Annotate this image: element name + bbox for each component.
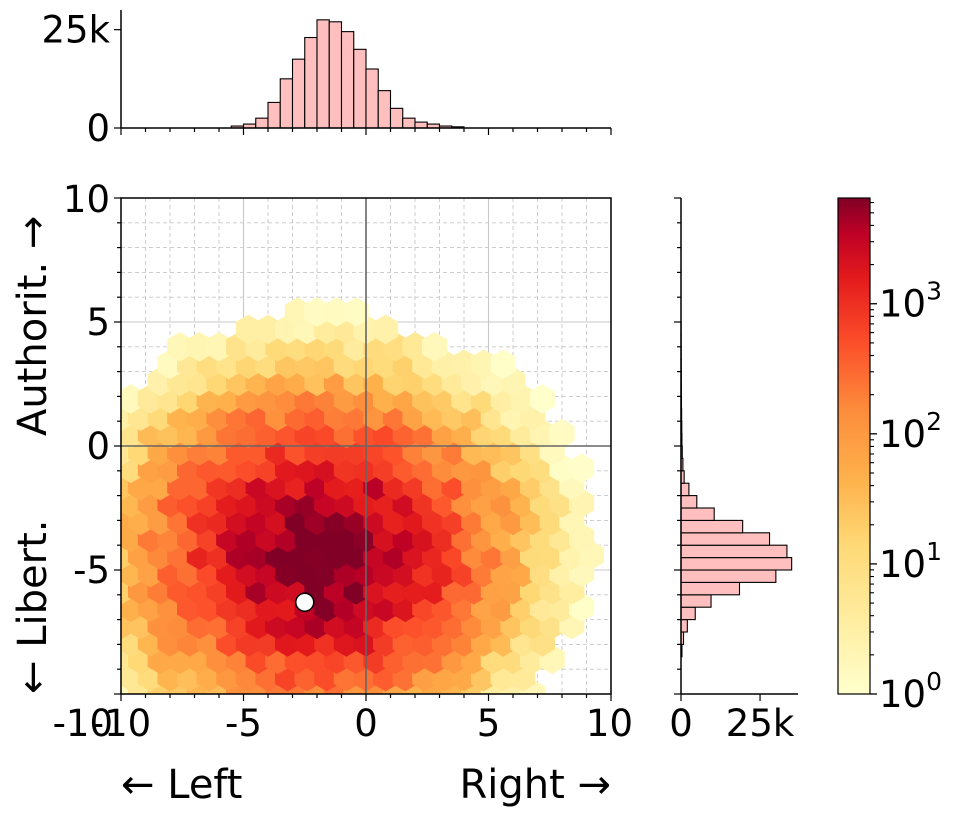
top-histogram-bars xyxy=(230,19,465,129)
hexbin-cell xyxy=(121,667,124,686)
hexbin-cell xyxy=(569,453,595,484)
hexbin-cell xyxy=(186,332,212,362)
position-marker xyxy=(295,592,315,612)
colorbar-tick-label: 101 xyxy=(879,537,942,586)
hexbin-cell xyxy=(255,314,281,345)
right-histogram-bars xyxy=(680,321,793,658)
x-tick-label: 10 xyxy=(586,702,633,745)
x-axis-label-right: Right → xyxy=(459,762,611,808)
top-histogram-bar xyxy=(255,117,269,129)
top-histogram-bar xyxy=(267,101,281,129)
colorbar-tick-exponent: 1 xyxy=(926,537,942,566)
hexbin-cell xyxy=(89,645,114,675)
top-histogram-bar xyxy=(414,121,428,129)
x-tick-label: -5 xyxy=(225,702,262,745)
hexbin-cell xyxy=(304,297,330,327)
hexbin-cell xyxy=(89,471,114,501)
x-tick-label: 0 xyxy=(354,702,378,745)
top-histogram-bar xyxy=(316,19,330,129)
hexbin-panel: -10 -5 0 5 10 -10 -5 0 5 10 ← Left Right → ← Libe… xyxy=(10,178,633,808)
top-histogram-bar xyxy=(279,78,294,129)
x-axis-label-left: ← Left xyxy=(121,762,242,808)
hexbin-cell xyxy=(471,349,497,379)
hexbin-cell xyxy=(549,418,575,449)
right-histogram-bar xyxy=(680,482,690,497)
right-histogram-bar xyxy=(680,532,771,546)
right-x-tick-label: 0 xyxy=(669,702,693,745)
hexbin-cell xyxy=(121,632,124,651)
top-histogram-bar xyxy=(291,58,306,129)
hexbin-cell xyxy=(343,297,369,327)
y-tick-label: 5 xyxy=(86,301,110,344)
y-axis-label-bottom: ← Libert. xyxy=(10,520,56,694)
right-histogram-bar xyxy=(680,569,777,583)
top-histogram-bar xyxy=(377,90,392,129)
right-histogram-bar xyxy=(680,519,744,534)
top-histogram-bar xyxy=(365,68,379,129)
y-tick-label: 10 xyxy=(63,178,110,221)
right-histogram-bar xyxy=(680,495,698,509)
colorbar-tick-label: 100 xyxy=(879,667,942,716)
right-histogram-bar xyxy=(680,606,696,621)
hexbin-cell xyxy=(451,349,477,379)
top-histogram-bar xyxy=(389,107,404,129)
right-histogram-bar xyxy=(680,594,712,608)
top-y-tick-label: 0 xyxy=(86,107,110,150)
colorbar-tick-exponent: 2 xyxy=(926,407,942,436)
right-histogram-ticks: 0 25k xyxy=(669,197,795,745)
y-axis-label-top: Authorit. → xyxy=(10,216,56,436)
colorbar-tick-label: 103 xyxy=(879,277,942,326)
top-histogram-bar xyxy=(328,21,343,129)
top-histogram-bar xyxy=(353,48,367,129)
colorbar-gradient xyxy=(838,198,870,694)
axis-ticks: -10 -5 0 5 10 -10 -5 0 5 10 xyxy=(53,178,633,745)
y-tick-label: 0 xyxy=(86,425,110,468)
hexbin-cell xyxy=(121,598,124,617)
top-y-tick-label: 25k xyxy=(41,9,110,52)
top-histogram-bar xyxy=(402,117,416,129)
right-histogram-bar xyxy=(680,581,741,596)
top-histogram-ticks: 0 25k xyxy=(41,9,612,150)
hexbin-cell xyxy=(89,610,114,640)
x-tick-label: 5 xyxy=(477,702,501,745)
right-histogram: 0 25k xyxy=(669,197,798,745)
top-histogram-bar xyxy=(340,31,355,129)
right-histogram-bar xyxy=(680,544,788,559)
top-histogram: 0 25k xyxy=(41,9,612,150)
hexbin-cell xyxy=(121,493,124,513)
hexbin-cell xyxy=(402,332,428,362)
hexbin-cell xyxy=(324,297,350,327)
hexbin-cell xyxy=(284,297,310,327)
hexbin-cell xyxy=(167,332,193,362)
right-histogram-bar xyxy=(680,507,715,521)
colorbar-tick-exponent: 3 xyxy=(926,277,942,306)
colorbar-tick-exponent: 0 xyxy=(926,667,942,696)
y-tick-label: -5 xyxy=(73,549,110,592)
hexbin-cell xyxy=(206,332,232,362)
top-histogram-bar xyxy=(304,36,318,129)
hexbin-cell xyxy=(235,314,261,345)
hexbin-cell xyxy=(529,384,555,414)
hexbin-cell xyxy=(490,349,516,379)
y-tick-label: -10 xyxy=(53,702,113,745)
hexbin-cell xyxy=(89,506,114,536)
right-histogram-bar xyxy=(680,557,793,571)
hexbin-cells xyxy=(89,297,604,694)
hexbin-cell xyxy=(422,332,448,362)
x-tick-label: -10 xyxy=(91,702,151,745)
hexbin-cell xyxy=(121,384,144,414)
right-x-tick-label: 25k xyxy=(726,702,795,745)
colorbar-tick-label: 102 xyxy=(879,407,942,456)
hexbin-cell xyxy=(373,314,399,345)
right-histogram-bar xyxy=(680,619,688,633)
